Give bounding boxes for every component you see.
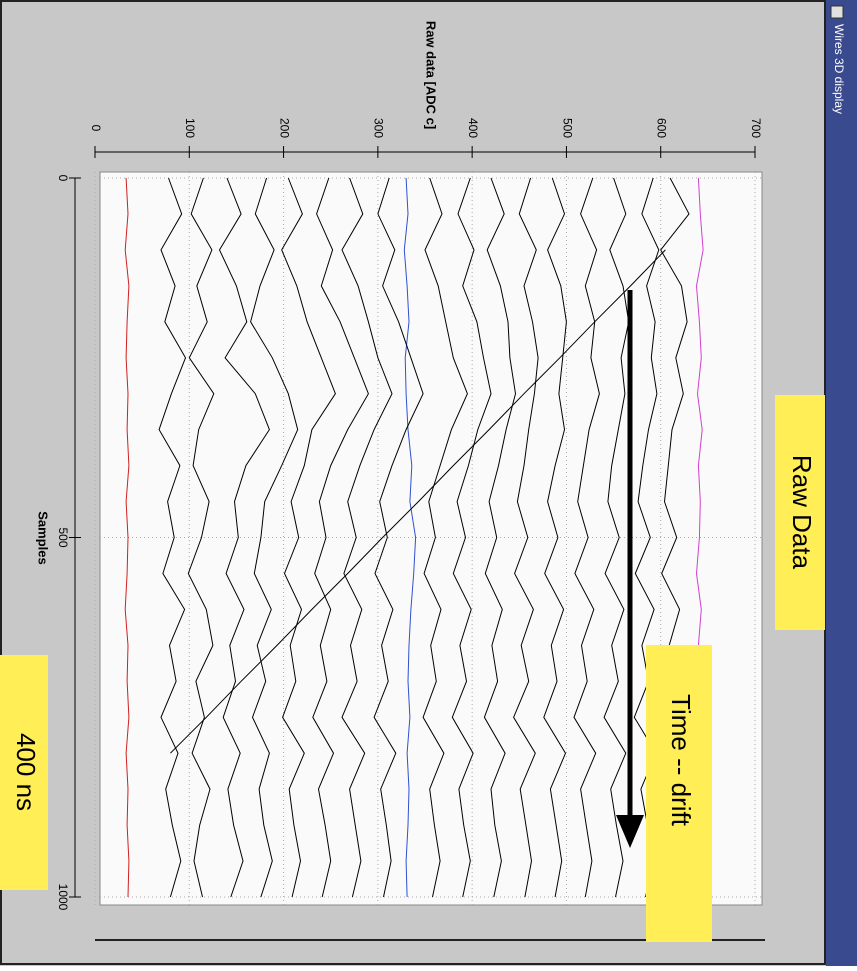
y-tick-label: 500 <box>560 118 574 138</box>
trace <box>483 177 517 898</box>
window-menu-button[interactable] <box>830 5 844 19</box>
title-bar <box>826 0 857 966</box>
annotation: Time -- drift <box>666 694 696 827</box>
y-tick-label: 300 <box>372 118 386 138</box>
trace <box>187 177 215 898</box>
y-tick-label: 100 <box>183 118 197 138</box>
trace <box>124 177 130 898</box>
arrow-head <box>616 815 644 848</box>
y-tick-label: 400 <box>466 118 480 138</box>
trace <box>158 177 187 898</box>
trace <box>218 177 270 898</box>
annotation-box <box>775 395 825 630</box>
y-tick-label: 200 <box>277 118 291 138</box>
trace <box>633 177 660 898</box>
x-axis-label: Samples <box>36 511 51 564</box>
y-axis-label: Raw data [ADC c] <box>424 21 439 129</box>
x-tick-label: 0 <box>56 175 70 182</box>
annotation-box <box>0 655 48 890</box>
trace <box>373 177 424 898</box>
trace <box>250 177 299 898</box>
trace <box>281 177 336 898</box>
y-tick-label: 600 <box>655 118 669 138</box>
trace <box>543 177 567 898</box>
x-tick-label: 1000 <box>56 884 70 911</box>
trace <box>312 177 369 898</box>
trace <box>403 177 417 898</box>
y-tick-label: 700 <box>749 118 763 138</box>
trace <box>573 177 600 898</box>
trace <box>422 177 468 898</box>
x-tick-label: 500 <box>56 527 70 547</box>
annotation-box <box>646 645 712 942</box>
window-title: Wires 3D display <box>832 24 846 114</box>
trace <box>603 177 630 898</box>
y-tick-label: 0 <box>89 125 103 132</box>
trace <box>451 177 492 898</box>
annotation: Raw Data <box>787 455 817 570</box>
trace <box>513 177 539 898</box>
trace <box>170 249 666 754</box>
annotation: 400 ns <box>11 733 41 811</box>
trace <box>341 177 393 898</box>
plot: 0 100 200 300 400 500 600 700 0 500 1000 <box>56 118 763 911</box>
